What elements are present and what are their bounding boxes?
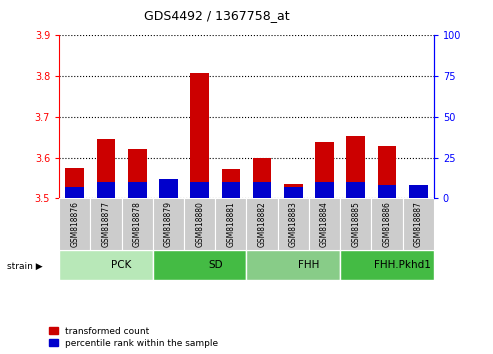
Text: GSM818876: GSM818876	[70, 201, 79, 247]
Bar	[153, 250, 246, 280]
Legend: transformed count, percentile rank within the sample: transformed count, percentile rank withi…	[49, 327, 218, 348]
Bar	[246, 250, 340, 280]
Bar	[66, 168, 84, 198]
Text: PCK: PCK	[111, 259, 132, 270]
Bar	[128, 149, 146, 198]
Bar	[59, 250, 153, 280]
Bar	[253, 182, 272, 198]
Bar	[347, 136, 365, 198]
Text: GSM818880: GSM818880	[195, 201, 204, 247]
Text: GSM818883: GSM818883	[289, 201, 298, 247]
Bar	[190, 182, 209, 198]
Text: GSM818877: GSM818877	[102, 201, 110, 247]
Bar	[403, 198, 434, 250]
Bar	[378, 185, 396, 198]
Text: strain ▶: strain ▶	[7, 262, 43, 271]
Bar	[315, 142, 334, 198]
Bar	[59, 198, 90, 250]
Text: GSM818887: GSM818887	[414, 201, 423, 247]
Text: GSM818878: GSM818878	[133, 201, 141, 247]
Text: FHH.Pkhd1: FHH.Pkhd1	[374, 259, 431, 270]
Text: GSM818881: GSM818881	[226, 201, 235, 246]
Bar	[371, 198, 403, 250]
Bar	[128, 182, 146, 198]
Bar	[97, 182, 115, 198]
Bar	[340, 250, 434, 280]
Bar	[309, 198, 340, 250]
Bar	[347, 182, 365, 198]
Bar	[190, 73, 209, 198]
Bar	[253, 158, 272, 198]
Text: GSM818879: GSM818879	[164, 201, 173, 247]
Bar	[340, 198, 371, 250]
Bar	[315, 182, 334, 198]
Bar	[221, 182, 240, 198]
Bar	[221, 169, 240, 198]
Bar	[184, 198, 215, 250]
Text: GSM818885: GSM818885	[352, 201, 360, 247]
Text: GDS4492 / 1367758_at: GDS4492 / 1367758_at	[144, 9, 290, 22]
Bar	[246, 198, 278, 250]
Bar	[159, 192, 178, 198]
Bar	[97, 139, 115, 198]
Text: GSM818882: GSM818882	[258, 201, 267, 246]
Bar	[66, 187, 84, 198]
Bar	[153, 198, 184, 250]
Bar	[409, 185, 427, 198]
Bar	[90, 198, 122, 250]
Text: GSM818884: GSM818884	[320, 201, 329, 247]
Text: FHH: FHH	[298, 259, 319, 270]
Bar	[159, 179, 178, 198]
Bar	[409, 190, 427, 198]
Bar	[278, 198, 309, 250]
Bar	[284, 184, 303, 198]
Text: GSM818886: GSM818886	[383, 201, 391, 247]
Bar	[122, 198, 153, 250]
Bar	[215, 198, 246, 250]
Text: SD: SD	[208, 259, 222, 270]
Bar	[378, 146, 396, 198]
Bar	[284, 187, 303, 198]
